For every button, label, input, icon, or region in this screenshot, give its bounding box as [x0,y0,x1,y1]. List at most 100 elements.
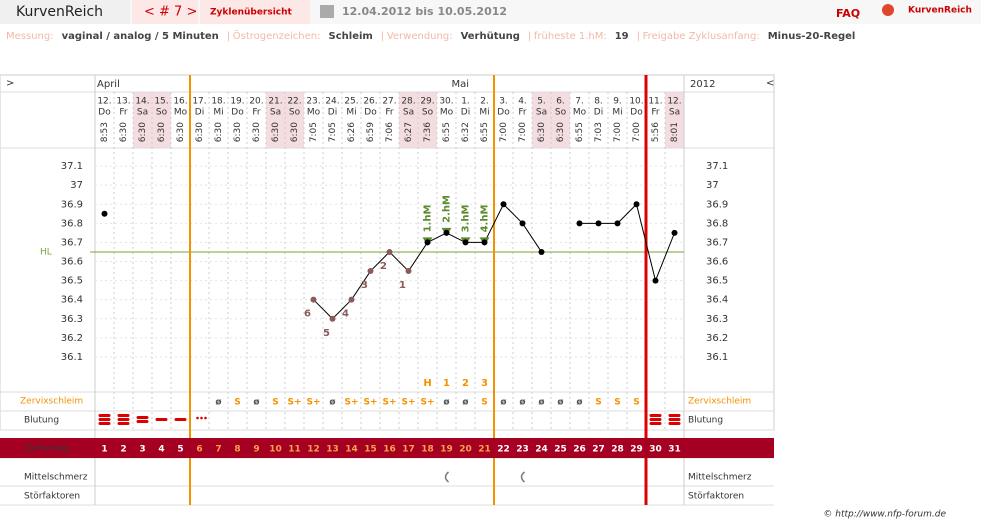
day-date: 19. [230,97,244,107]
day-date: 20. [249,97,263,107]
measure-time: 7:00 [632,122,642,142]
print-icon[interactable] [320,5,334,18]
cycle-day: 28 [611,445,624,455]
temp-point [633,201,640,208]
bleeding-mark [136,420,149,423]
faq-link[interactable]: FAQ [836,7,860,20]
peak-label: H [423,378,431,389]
bleeding-mark [98,418,111,421]
mucus-value: S [595,398,601,408]
mucus-value: S+ [287,398,301,408]
measure-time: 7:00 [499,122,509,142]
day-date: 16. [173,97,187,107]
weekend-shade [665,92,684,148]
day-date: 26. [363,97,377,107]
row-label: Mittelschmerz [24,473,88,483]
cycle-nav[interactable]: < # 7 > [144,5,197,20]
spotting-dot [204,416,207,420]
cycle-day: 15 [364,445,377,455]
temp-point [538,248,545,255]
mucus-value: S+ [363,398,377,408]
measure-time: 8:01 [670,122,680,142]
cycle-day: 2 [120,445,126,455]
day-weekday: Mi [213,108,223,118]
mucus-value: S [633,398,639,408]
nav-left: > [6,78,14,89]
overview-link[interactable]: Zyklenübersicht [210,8,293,18]
day-weekday: Do [497,108,510,118]
row-label: Zervixschleim [688,397,751,407]
nav-right: < [766,78,774,89]
temp-point [329,315,336,322]
mucus-value: S+ [344,398,358,408]
temp-point [519,220,526,227]
y-tick-label: 36.4 [61,295,83,306]
mucus-value: S+ [420,398,434,408]
mucus-value: ø [329,398,335,408]
measure-time: 6:32 [461,122,471,142]
measure-time: 7:03 [594,122,604,142]
y-tick-label: 36.6 [61,257,83,268]
temp-point [500,201,507,208]
date-range: 12.04.2012 bis 10.05.2012 [342,5,507,18]
bleeding-mark [649,422,662,425]
temp-point [348,296,355,303]
day-date: 11. [648,97,662,107]
y-tick-label-right: 36.7 [706,237,728,248]
peak-label: 1 [443,378,450,389]
measure-time: 7:06 [385,122,395,142]
day-weekday: Sa [270,108,281,118]
measure-time: 6:30 [537,122,547,142]
temp-point [101,210,108,217]
cycle-day: 25 [554,445,567,455]
bleeding-mark [117,418,130,421]
mucus-value: S+ [306,398,320,408]
measure-time: 7:05 [328,122,338,142]
info-value: Schleim [329,31,373,42]
day-weekday: Fr [119,108,128,118]
measure-time: 6:30 [157,122,167,142]
day-date: 22. [287,97,301,107]
row-label: Zervixschleim [20,397,83,407]
temp-point [367,268,374,275]
overview-box [200,0,310,24]
cycle-day: 26 [573,445,586,455]
cycle-day: 3 [139,445,145,455]
day-weekday: Di [594,108,603,118]
cycle-day: 31 [668,445,681,455]
day-date: 27. [382,97,396,107]
bleeding-mark [136,416,149,419]
measure-time: 6:30 [233,122,243,142]
day-weekday: Mo [307,108,321,118]
bleeding-mark [649,414,662,417]
weekend-shade [285,92,304,148]
hm-label: 3.hM [461,205,472,233]
day-date: 8. [594,97,603,107]
day-weekday: Sa [403,108,414,118]
cycle-day: 13 [326,445,339,455]
cycle-day: 5 [177,445,183,455]
day-date: 1. [461,97,470,107]
y-tick-label-right: 36.8 [706,218,728,229]
separator: | [381,31,384,42]
day-date: 15. [154,97,168,107]
cycle-day: 17 [402,445,415,455]
temp-point [481,239,488,246]
measure-time: 5:56 [651,122,661,142]
day-date: 12. [97,97,111,107]
hm-label: 2.hM [442,195,453,223]
temp-point [671,229,678,236]
day-date: 28. [401,97,415,107]
cycle-day: 4 [158,445,164,455]
measure-time: 8:53 [100,122,110,142]
bleeding-mark [668,422,681,425]
y-tick-label-right: 36.4 [706,295,728,306]
info-value: vaginal / analog / 5 Minuten [62,31,219,42]
bleeding-mark [117,422,130,425]
low-label: 2 [380,261,387,272]
info-label: Freigabe Zyklusanfang: [643,31,760,42]
y-tick-label-right: 37 [706,180,719,191]
measure-time: 6:27 [404,122,414,142]
bleeding-mark [155,418,168,421]
